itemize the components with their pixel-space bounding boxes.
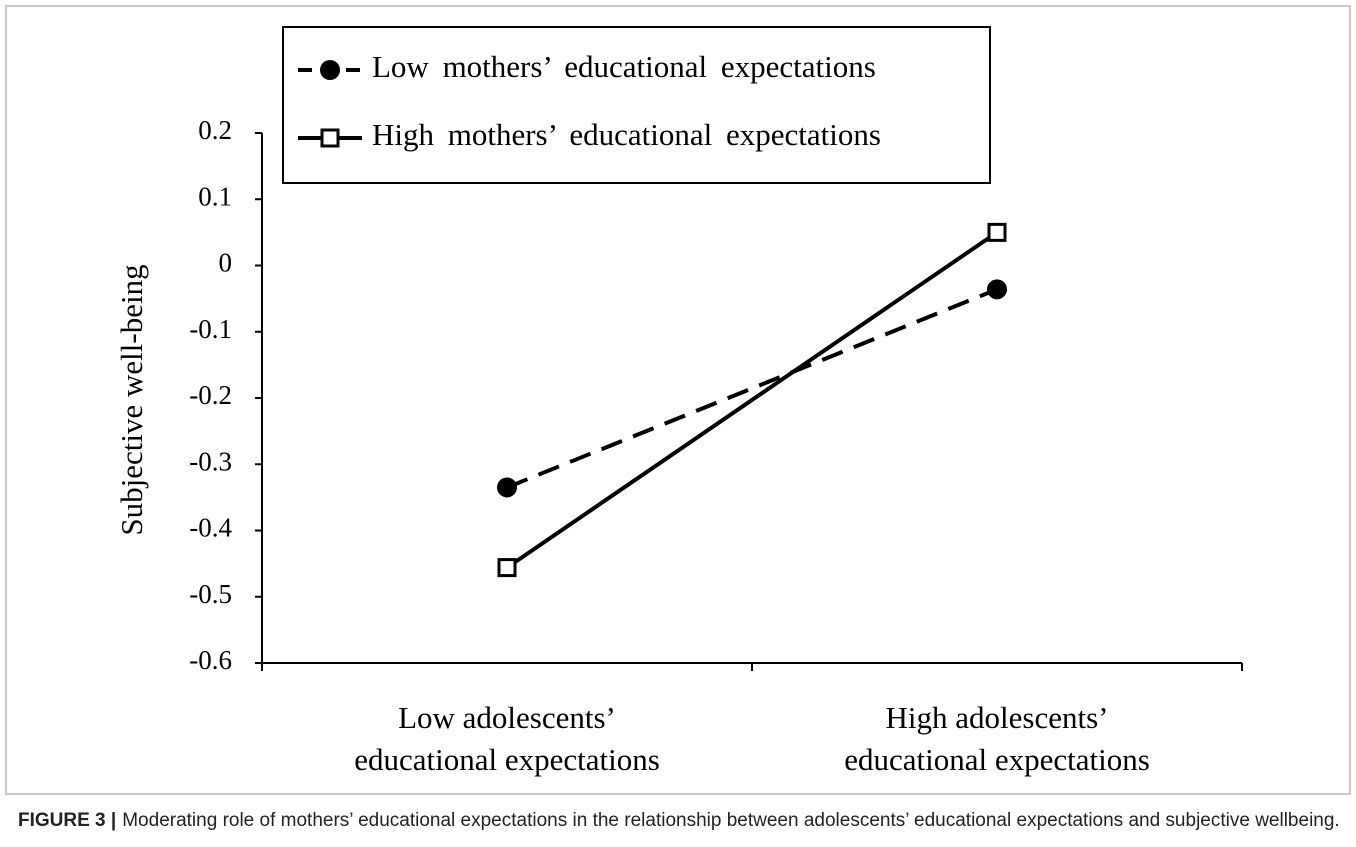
marker (497, 558, 517, 578)
y-tick-label: 0.2 (198, 115, 232, 145)
legend-label: Low mothers’ educational expectations (372, 49, 876, 84)
y-tick-label: 0.1 (198, 181, 232, 211)
marker (497, 477, 517, 498)
series-line (505, 230, 999, 570)
legend-marker (320, 60, 340, 80)
caption-label: FIGURE 3 | (18, 810, 117, 831)
y-tick-label: -0.5 (189, 579, 232, 609)
x-tick-label: Low adolescents’ educational expectation… (354, 700, 660, 777)
legend-box (282, 26, 991, 184)
marker (987, 279, 1007, 300)
marker (987, 222, 1007, 242)
series-line (506, 287, 998, 490)
y-tick-label: -0.3 (189, 446, 232, 476)
figure-frame (5, 5, 1351, 795)
y-tick-label: 0 (219, 248, 233, 278)
y-axis-label: Subjective well-being (114, 264, 149, 535)
y-tick-label: -0.6 (189, 645, 232, 675)
legend-marker (320, 128, 340, 148)
caption: FIGURE 3 | Moderating role of mothers’ ed… (18, 810, 1340, 832)
y-tick-label: -0.2 (189, 380, 232, 410)
x-tick-label: High adolescents’ educational expectatio… (844, 700, 1150, 777)
y-tick-label: -0.1 (189, 314, 232, 344)
legend-label: High mothers’ educational expectations (372, 117, 881, 152)
caption-text: Moderating role of mothers’ educational … (122, 810, 1340, 831)
y-tick-label: -0.4 (189, 513, 232, 543)
